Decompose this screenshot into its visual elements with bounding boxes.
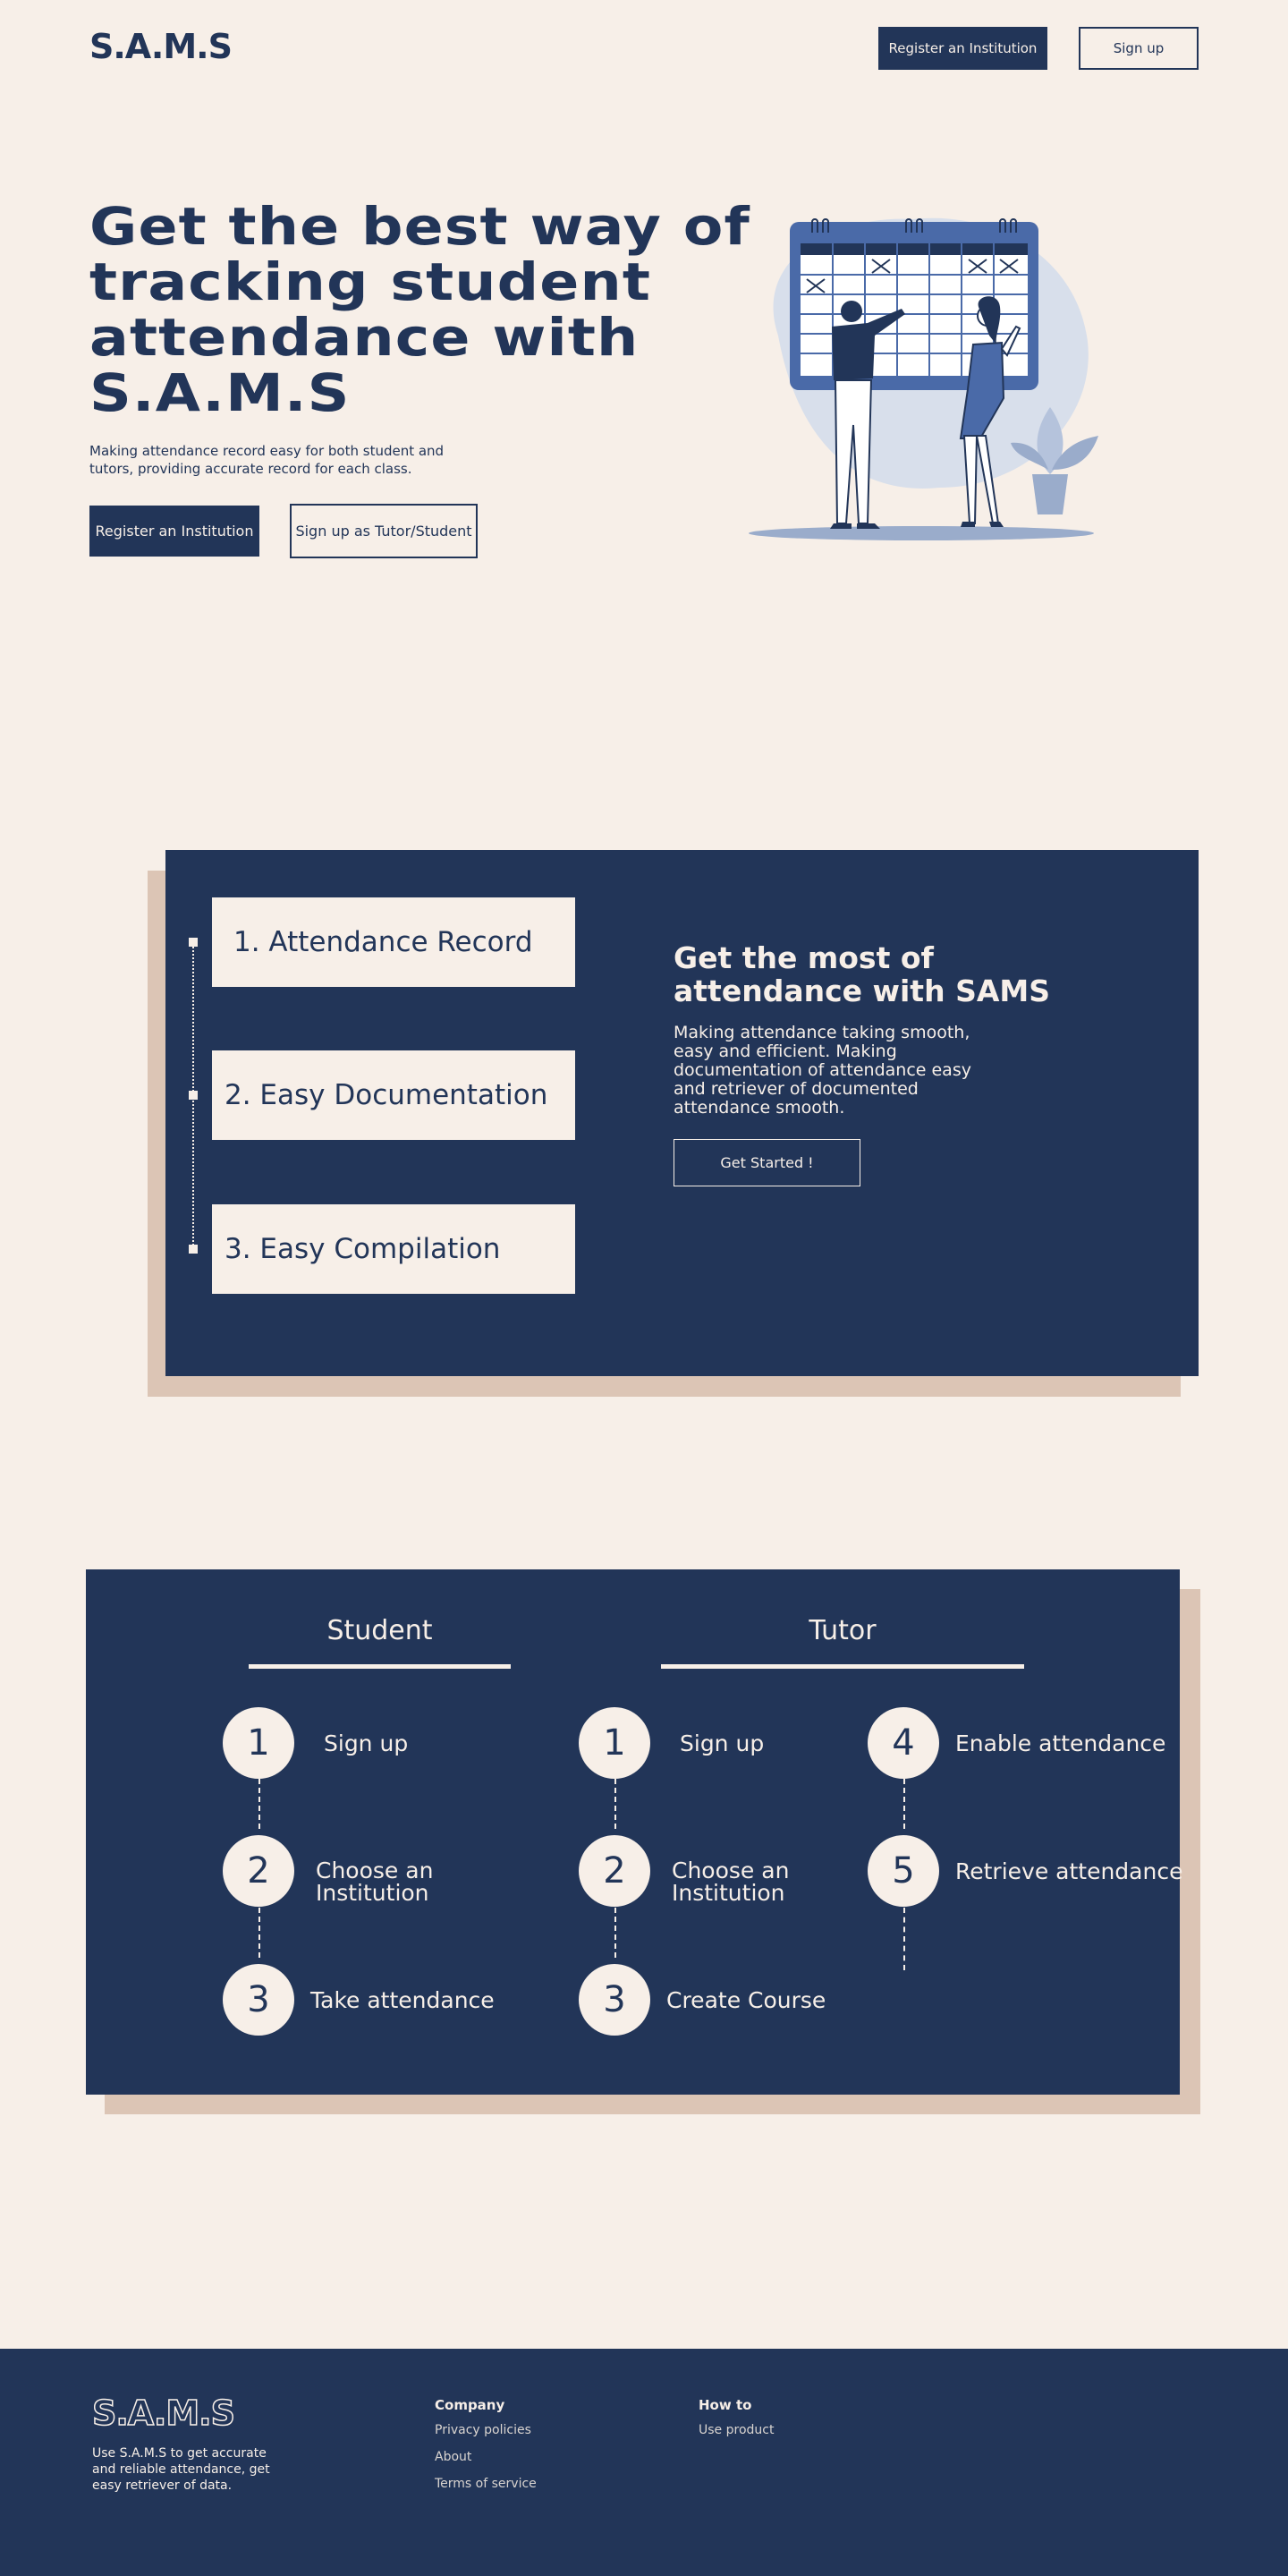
footer-link-about[interactable]: About [435,2450,472,2464]
timeline-dot [189,938,198,947]
get-started-button[interactable]: Get Started ! [674,1139,860,1186]
tutor-step-3-label: Create Course [666,1987,826,2013]
tutor-heading-underline [661,1664,1024,1669]
hero-signup-button[interactable]: Sign up as Tutor/Student [290,504,478,558]
hero-subtitle: Making attendance record easy for both s… [89,443,445,477]
footer [0,2349,1288,2576]
tutor-step-3-circle: 3 [579,1964,650,2036]
step-connector [614,1779,616,1829]
student-step-3-circle: 3 [223,1964,294,2036]
features-title: Get the most of attendance with SAMS [674,940,1050,1008]
feature-card-attendance-record: 1. Attendance Record [212,897,575,987]
footer-link-terms[interactable]: Terms of service [435,2477,537,2491]
hero-register-button[interactable]: Register an Institution [89,506,259,557]
footer-description: Use S.A.M.S to get accurate and reliable… [92,2446,270,2493]
student-step-1-circle: 1 [223,1707,294,1779]
header-signup-button[interactable]: Sign up [1079,27,1199,70]
hero-title: Get the best way of tracking student att… [89,196,750,423]
footer-link-use-product[interactable]: Use product [699,2423,775,2437]
features-description: Making attendance taking smooth, easy an… [674,1023,971,1118]
step-connector [258,1908,260,1958]
tutor-step-1-label: Sign up [680,1730,765,1756]
step-connector [614,1908,616,1958]
timeline-dot [189,1245,198,1254]
tutor-heading: Tutor [809,1615,877,1646]
tutor-step-4-label: Enable attendance [955,1730,1166,1756]
footer-logo[interactable]: S.A.M.S [91,2393,235,2434]
footer-howto-heading: How to [699,2397,752,2413]
tutor-step-4-circle: 4 [868,1707,939,1779]
feature-card-easy-documentation: 2. Easy Documentation [212,1050,575,1140]
step-connector [903,1908,905,1970]
step-connector [903,1779,905,1829]
tutor-step-2-label: Choose an Institution [672,1858,790,1906]
footer-company-heading: Company [435,2397,505,2413]
feature-card-easy-compilation: 3. Easy Compilation [212,1204,575,1294]
logo[interactable]: S.A.M.S [89,27,233,66]
step-connector [258,1779,260,1829]
student-step-3-label: Take attendance [310,1987,495,2013]
student-step-2-circle: 2 [223,1835,294,1907]
tutor-step-5-circle: 5 [868,1835,939,1907]
header-register-button[interactable]: Register an Institution [878,27,1047,70]
footer-link-privacy[interactable]: Privacy policies [435,2423,531,2437]
student-heading-underline [249,1664,511,1669]
timeline-dot [189,1091,198,1100]
student-heading: Student [326,1615,433,1646]
tutor-step-2-circle: 2 [579,1835,650,1907]
calendar-attendance-illustration-icon [749,217,1098,540]
tutor-step-1-circle: 1 [579,1707,650,1779]
student-step-2-label: Choose an Institution [316,1858,434,1906]
student-step-1-label: Sign up [324,1730,409,1756]
tutor-step-5-label: Retrieve attendance [955,1858,1183,1884]
